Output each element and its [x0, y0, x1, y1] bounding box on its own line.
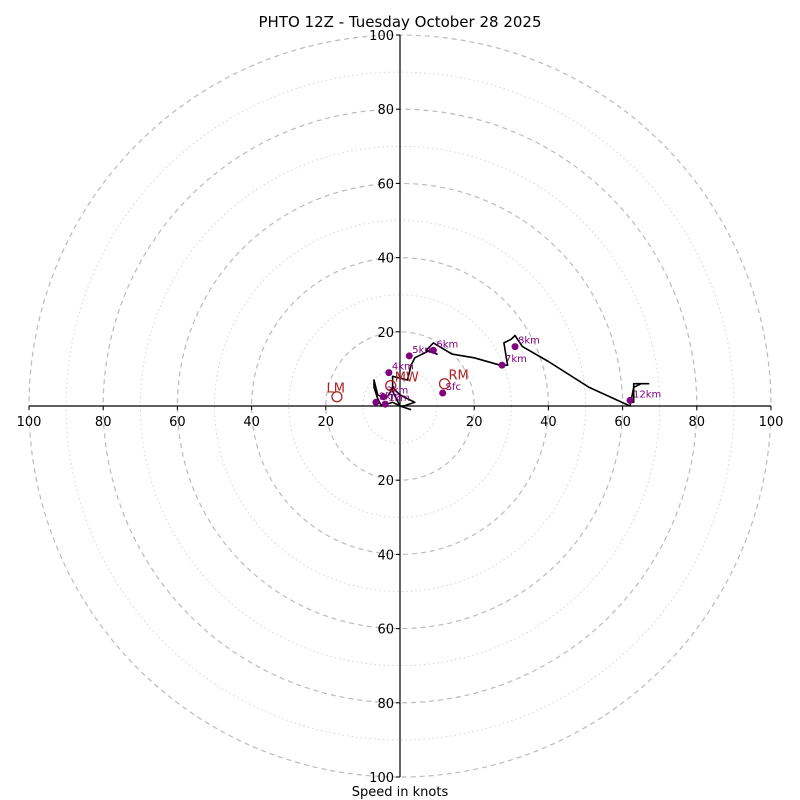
x-tick-label: 100	[759, 415, 784, 430]
y-tick-label: 40	[377, 252, 394, 267]
x-tick-label: 20	[466, 415, 483, 430]
y-tick-label: 100	[369, 29, 394, 44]
height-label-12km: 12km	[633, 389, 661, 400]
hodograph-line	[373, 334, 650, 411]
x-axis-label: Speed in knots	[352, 785, 449, 800]
height-marker-6km	[429, 346, 437, 354]
storm-motion-marker-lm	[331, 391, 343, 403]
storm-motion-markers: RM LM MW	[326, 369, 469, 403]
x-tick-label: 60	[614, 415, 631, 430]
height-marker-3km	[379, 393, 387, 401]
y-tick-label: 20	[377, 474, 394, 489]
height-marker-1km	[381, 400, 389, 408]
x-tick-label: 40	[540, 415, 557, 430]
hodograph-trace	[373, 334, 650, 411]
height-label-3km: 3km	[386, 386, 408, 397]
x-tick-label: 100	[17, 415, 42, 430]
storm-motion-label-lm: LM	[326, 382, 344, 397]
height-marker-4km	[385, 369, 393, 377]
height-label-7km: 7km	[505, 354, 527, 365]
height-marker-12km	[626, 396, 634, 404]
tick-labels: 100 80 60 40 20 20 40 60 80 100 100 80 60 40 20 20 40 60 8…	[17, 29, 784, 786]
x-tick-label: 20	[318, 415, 335, 430]
y-tick-label: 80	[377, 697, 394, 712]
storm-motion-label-rm: RM	[449, 369, 469, 384]
height-label-2km: 2km	[379, 391, 401, 402]
storm-motion-marker-mw	[385, 379, 397, 392]
height-marker-5km	[405, 352, 413, 360]
y-tick-label: 60	[377, 623, 394, 638]
y-tick-label: 20	[377, 326, 394, 341]
height-label-1km: 1km	[388, 393, 410, 404]
y-tick-label: 60	[377, 177, 394, 192]
height-marker-sfc	[439, 389, 447, 397]
y-tick-label: 40	[377, 548, 394, 563]
storm-motion-marker-rm	[438, 378, 451, 390]
x-tick-label: 40	[243, 415, 260, 430]
height-marker-8km	[511, 343, 519, 351]
height-label-sfc: Sfc	[446, 382, 461, 393]
y-tick-label: 80	[377, 103, 394, 118]
storm-motion-label-mw: MW	[395, 371, 419, 386]
height-label-4km: 4km	[392, 362, 414, 373]
height-label-6km: 6km	[436, 339, 458, 350]
chart-title: PHTO 12Z - Tuesday October 28 2025	[259, 13, 542, 31]
height-label-8km: 8km	[518, 336, 540, 347]
x-tick-label: 80	[95, 415, 112, 430]
x-tick-label: 60	[169, 415, 186, 430]
height-marker-7km	[498, 361, 506, 369]
height-marker-2km	[372, 398, 380, 406]
x-tick-label: 80	[689, 415, 706, 430]
y-tick-label: 100	[369, 771, 394, 786]
height-label-5km: 5km	[412, 345, 434, 356]
